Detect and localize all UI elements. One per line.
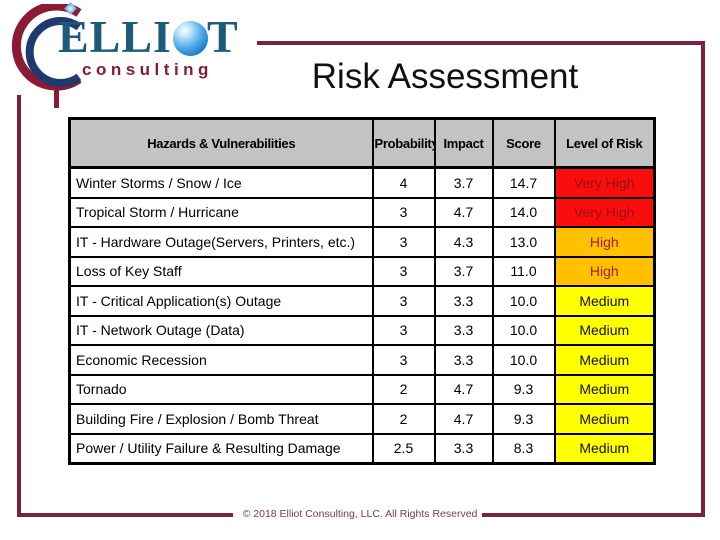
score-cell: 10.0	[491, 344, 556, 376]
hazard-cell: Power / Utility Failure & Resulting Dama…	[68, 432, 374, 465]
col-header-hazards: Hazards & Vulnerabilities	[68, 117, 374, 169]
col-header-score: Score	[491, 117, 556, 169]
probability-cell: 2	[371, 403, 436, 435]
frame-top-line	[257, 41, 705, 45]
probability-cell: 3	[371, 344, 436, 376]
impact-cell: 4.7	[433, 373, 494, 405]
probability-cell: 2	[371, 373, 436, 405]
probability-cell: 3	[371, 196, 436, 228]
brand-text-before: ELLI	[58, 11, 172, 62]
hazard-cell: IT - Critical Application(s) Outage	[68, 285, 374, 317]
col-header-level: Level of Risk	[553, 117, 656, 169]
table-row: IT - Hardware Outage(Servers, Printers, …	[68, 226, 656, 258]
risk-level-cell: Medium	[553, 373, 656, 405]
hazard-cell: Winter Storms / Snow / Ice	[68, 166, 374, 199]
score-cell: 10.0	[491, 285, 556, 317]
table-row: Economic Recession 3 3.3 10.0 Medium	[68, 344, 656, 376]
hazard-cell: Building Fire / Explosion / Bomb Threat	[68, 403, 374, 435]
table-row: Tornado 2 4.7 9.3 Medium	[68, 373, 656, 405]
probability-cell: 3	[371, 314, 436, 346]
impact-cell: 3.3	[433, 432, 494, 465]
score-cell: 11.0	[491, 255, 556, 287]
hazard-cell: Tropical Storm / Hurricane	[68, 196, 374, 228]
risk-level-cell: High	[553, 255, 656, 287]
table-row: Tropical Storm / Hurricane 3 4.7 14.0 Ve…	[68, 196, 656, 228]
table-row: Building Fire / Explosion / Bomb Threat …	[68, 403, 656, 435]
risk-level-cell: Medium	[553, 314, 656, 346]
hazard-cell: IT - Network Outage (Data)	[68, 314, 374, 346]
score-cell: 14.7	[491, 166, 556, 199]
score-cell: 9.3	[491, 373, 556, 405]
impact-cell: 3.3	[433, 314, 494, 346]
logo-swoosh-icon	[11, 4, 82, 91]
table-row: Loss of Key Staff 3 3.7 11.0 High	[68, 255, 656, 287]
score-cell: 9.3	[491, 403, 556, 435]
probability-cell: 4	[371, 166, 436, 199]
table-header-row: Hazards & Vulnerabilities Probability Im…	[68, 117, 656, 169]
risk-level-cell: Very High	[553, 166, 656, 199]
risk-level-cell: Very High	[553, 196, 656, 228]
hazard-cell: Economic Recession	[68, 344, 374, 376]
impact-cell: 4.7	[433, 403, 494, 435]
risk-level-cell: Medium	[553, 285, 656, 317]
elliot-consulting-logo: ELLI T consulting	[6, 2, 256, 114]
table-row: Winter Storms / Snow / Ice 4 3.7 14.7 Ve…	[68, 166, 656, 199]
impact-cell: 3.7	[433, 255, 494, 287]
table-row: IT - Network Outage (Data) 3 3.3 10.0 Me…	[68, 314, 656, 346]
impact-cell: 3.3	[433, 344, 494, 376]
frame-left-line	[17, 95, 21, 517]
frame-bottom-left-line	[17, 513, 233, 517]
hazard-cell: IT - Hardware Outage(Servers, Printers, …	[68, 226, 374, 258]
brand-text-after: T	[206, 11, 239, 62]
globe-sphere-icon	[172, 20, 208, 56]
slide-title: Risk Assessment	[311, 57, 579, 96]
risk-level-cell: Medium	[553, 403, 656, 435]
brand-subtitle: consulting	[82, 60, 213, 79]
impact-cell: 4.3	[433, 226, 494, 258]
col-header-impact: Impact	[433, 117, 494, 169]
table-row: Power / Utility Failure & Resulting Dama…	[68, 432, 656, 465]
impact-cell: 4.7	[433, 196, 494, 228]
impact-cell: 3.7	[433, 166, 494, 199]
score-cell: 10.0	[491, 314, 556, 346]
score-cell: 13.0	[491, 226, 556, 258]
risk-assessment-table: Hazards & Vulnerabilities Probability Im…	[68, 117, 656, 465]
impact-cell: 3.3	[433, 285, 494, 317]
logo-swoosh-tail	[54, 88, 59, 108]
risk-level-cell: Medium	[553, 432, 656, 465]
frame-right-line	[701, 41, 705, 517]
risk-level-cell: High	[553, 226, 656, 258]
probability-cell: 2.5	[371, 432, 436, 465]
score-cell: 14.0	[491, 196, 556, 228]
score-cell: 8.3	[491, 432, 556, 465]
col-header-probability: Probability	[371, 117, 436, 169]
risk-level-cell: Medium	[553, 344, 656, 376]
table-row: IT - Critical Application(s) Outage 3 3.…	[68, 285, 656, 317]
probability-cell: 3	[371, 255, 436, 287]
frame-bottom-right-line	[482, 513, 705, 517]
brand-wordmark: ELLI T	[58, 14, 239, 60]
copyright-text: © 2018 Elliot Consulting, LLC. All Right…	[242, 508, 478, 520]
hazard-cell: Tornado	[68, 373, 374, 405]
probability-cell: 3	[371, 285, 436, 317]
hazard-cell: Loss of Key Staff	[68, 255, 374, 287]
probability-cell: 3	[371, 226, 436, 258]
